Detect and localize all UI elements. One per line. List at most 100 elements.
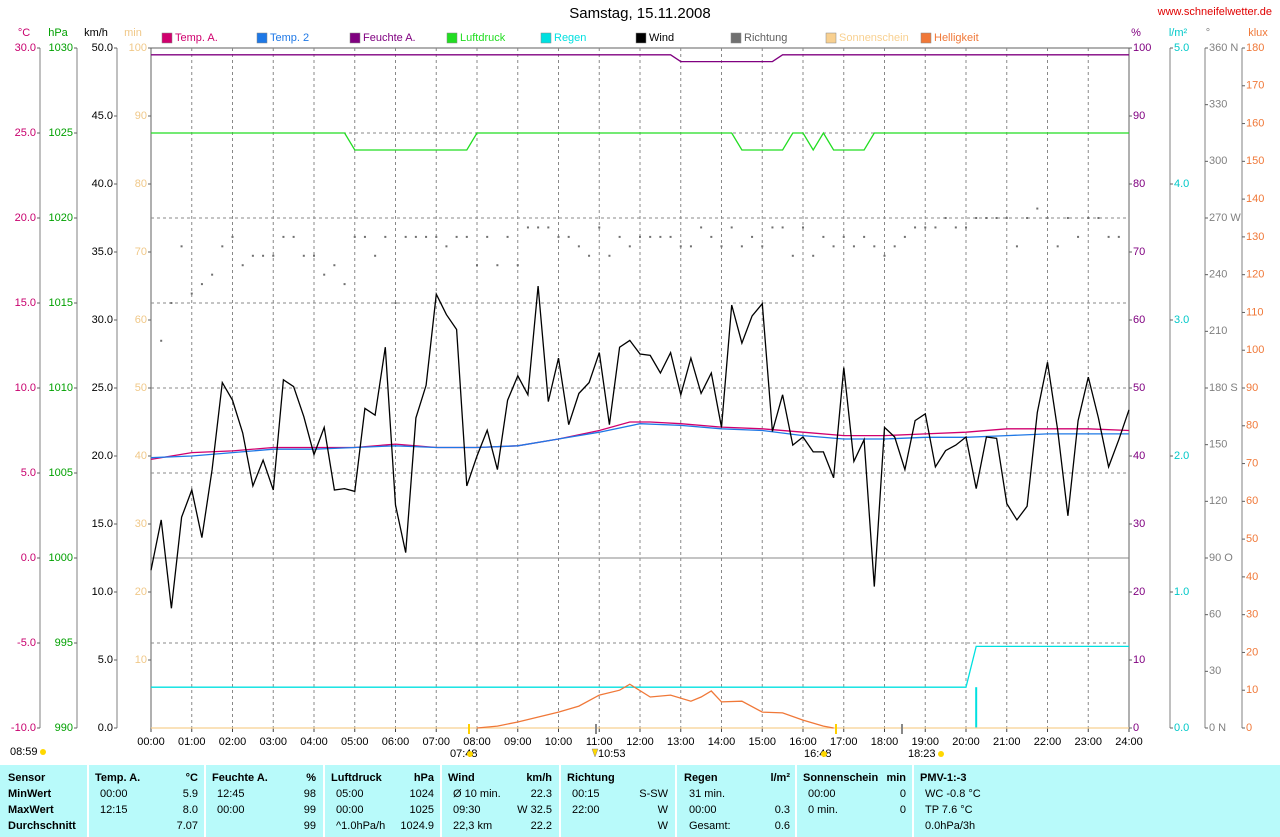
x-tick-label: 08:00 <box>463 736 491 748</box>
direction-dot <box>1015 245 1018 248</box>
direction-dot <box>496 264 499 267</box>
direction-dot <box>761 245 764 248</box>
y-tick-label: 270 W <box>1209 212 1241 224</box>
stats-header: Wind <box>448 772 475 784</box>
stats-row-label: MinWert <box>8 788 52 800</box>
y-tick-label: 20 <box>135 586 147 598</box>
direction-dot <box>363 235 366 238</box>
legend-label: Helligkeit <box>934 32 979 44</box>
direction-dot <box>679 245 682 248</box>
direction-dot <box>486 235 489 238</box>
sun-icon <box>467 751 473 757</box>
y-tick-label: 80 <box>135 178 147 190</box>
y-tick-label: 30.0 <box>15 42 36 54</box>
stats-header: Feuchte A. <box>212 772 268 784</box>
time-annotation: 16:48 <box>804 748 832 760</box>
direction-dot <box>608 254 611 257</box>
series-line <box>150 285 1130 609</box>
y-tick-label: 300 <box>1209 155 1227 167</box>
stats-cell: TP 7.6 °C <box>925 804 973 816</box>
y-tick-label: 100 <box>129 42 147 54</box>
y-tick-label: 80 <box>1246 420 1258 432</box>
direction-dot <box>425 235 428 238</box>
x-tick-label: 01:00 <box>178 736 206 748</box>
y-tick-label: 30 <box>1246 609 1258 621</box>
stats-cell: 00:15 <box>572 788 600 800</box>
stats-value: 99 <box>304 804 316 816</box>
x-tick-label: 12:00 <box>626 736 654 748</box>
direction-dot <box>628 245 631 248</box>
y-tick-label: -10.0 <box>11 722 36 734</box>
direction-dot <box>883 254 886 257</box>
x-tick-label: 07:00 <box>422 736 450 748</box>
direction-dot <box>954 226 957 229</box>
stats-unit: hPa <box>414 772 435 784</box>
legend-swatch <box>256 32 268 44</box>
y-tick-label: 45.0 <box>92 110 113 122</box>
y-tick-label: 20.0 <box>92 450 113 462</box>
stats-value: 0.6 <box>775 820 790 832</box>
series-line <box>151 54 1129 63</box>
stats-cell: WC -0.8 °C <box>925 788 981 800</box>
y-tick-label: 10 <box>1133 654 1145 666</box>
y-tick-label: 30 <box>1209 665 1221 677</box>
y-tick-label: 50 <box>135 382 147 394</box>
stats-value: 22.2 <box>531 820 552 832</box>
direction-dot <box>547 226 550 229</box>
y-tick-label: 1.0 <box>1174 586 1189 598</box>
direction-dot <box>812 254 815 257</box>
stats-value: 0.3 <box>775 804 790 816</box>
legend-swatch <box>635 32 647 44</box>
direction-dot <box>639 235 641 238</box>
y-tick-label: 20.0 <box>15 212 36 224</box>
legend-swatch <box>161 32 173 44</box>
y-tick-label: 90 <box>1133 110 1145 122</box>
direction-dot <box>567 235 570 238</box>
moon-icon <box>938 751 944 757</box>
direction-dot <box>791 254 794 257</box>
stats-value: W <box>658 820 669 832</box>
direction-dot <box>802 226 804 229</box>
y-tick-label: 1030 <box>49 42 73 54</box>
direction-dot <box>975 217 978 219</box>
series-line <box>150 421 1130 461</box>
y-tick-label: 70 <box>135 246 147 258</box>
x-tick-label: 11:00 <box>586 736 613 748</box>
stats-header: Regen <box>684 772 718 784</box>
y-tick-label: 5.0 <box>1174 42 1189 54</box>
x-tick-label: 19:00 <box>911 736 939 748</box>
direction-dot <box>985 217 988 219</box>
y-tick-label: 210 <box>1209 325 1227 337</box>
direction-dot <box>1097 217 1100 219</box>
y-tick-label: 40.0 <box>92 178 113 190</box>
direction-dot <box>302 254 305 257</box>
y-tick-label: 120 <box>1209 495 1227 507</box>
y-tick-label: 70 <box>1246 457 1258 469</box>
stats-row-label: Sensor <box>8 772 46 784</box>
direction-dot <box>272 254 275 257</box>
stats-value: W <box>658 804 669 816</box>
stats-value: 1025 <box>410 804 434 816</box>
y-tick-label: 150 <box>1209 439 1227 451</box>
direction-dot <box>526 226 529 229</box>
stats-cell: 00:00 <box>100 788 128 800</box>
y-tick-label: 1000 <box>49 552 73 564</box>
direction-dot <box>659 235 662 238</box>
direction-dot <box>353 235 356 238</box>
direction-dot <box>414 235 417 238</box>
y-tick-label: 160 <box>1246 117 1264 129</box>
y-tick-label: 60 <box>1246 495 1258 507</box>
direction-dot <box>241 264 244 267</box>
x-tick-label: 14:00 <box>708 736 736 748</box>
direction-dot <box>374 254 377 257</box>
y-tick-label: 240 <box>1209 269 1227 281</box>
y-tick-label: 30 <box>1133 518 1145 530</box>
direction-dot <box>618 235 621 238</box>
stats-header: PMV-1:-3 <box>920 772 966 784</box>
rain-bar <box>975 687 978 728</box>
x-tick-label: 18:00 <box>871 736 899 748</box>
direction-dot <box>822 235 825 238</box>
stats-unit: min <box>886 772 906 784</box>
y-tick-label: 4.0 <box>1174 178 1189 190</box>
